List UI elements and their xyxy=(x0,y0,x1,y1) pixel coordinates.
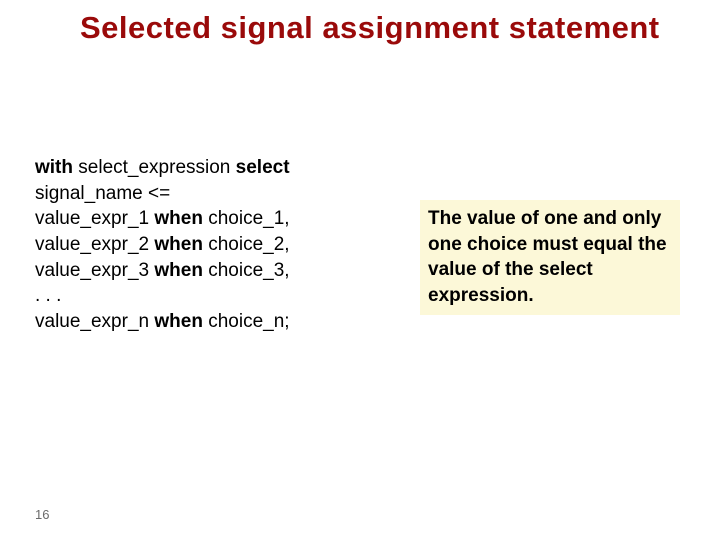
code-text: signal_name <= xyxy=(35,183,170,204)
slide-title: Selected signal assignment statement xyxy=(80,10,700,46)
code-keyword: when xyxy=(154,208,208,229)
code-keyword: select xyxy=(236,157,290,178)
code-line: value_expr_3 when choice_3, xyxy=(35,258,290,284)
code-keyword: when xyxy=(154,311,208,332)
code-text: choice_n; xyxy=(208,311,289,332)
code-text: select_expression xyxy=(78,157,235,178)
code-text: choice_2, xyxy=(208,234,289,255)
code-keyword: when xyxy=(154,234,208,255)
code-line: signal_name <= xyxy=(35,181,290,207)
page-number: 16 xyxy=(35,507,49,522)
code-text: value_expr_n xyxy=(35,311,154,332)
code-line: . . . xyxy=(35,283,290,309)
code-line: value_expr_n when choice_n; xyxy=(35,309,290,335)
code-text: value_expr_2 xyxy=(35,234,154,255)
code-line: value_expr_1 when choice_1, xyxy=(35,206,290,232)
code-keyword: with xyxy=(35,157,78,178)
code-text: value_expr_1 xyxy=(35,208,154,229)
code-text: choice_1, xyxy=(208,208,289,229)
code-block: with select_expression selectsignal_name… xyxy=(35,155,290,334)
code-text: . . . xyxy=(35,285,61,306)
code-keyword: when xyxy=(154,260,208,281)
code-text: choice_3, xyxy=(208,260,289,281)
note-box: The value of one and only one choice mus… xyxy=(420,200,680,315)
code-line: value_expr_2 when choice_2, xyxy=(35,232,290,258)
code-line: with select_expression select xyxy=(35,155,290,181)
code-text: value_expr_3 xyxy=(35,260,154,281)
